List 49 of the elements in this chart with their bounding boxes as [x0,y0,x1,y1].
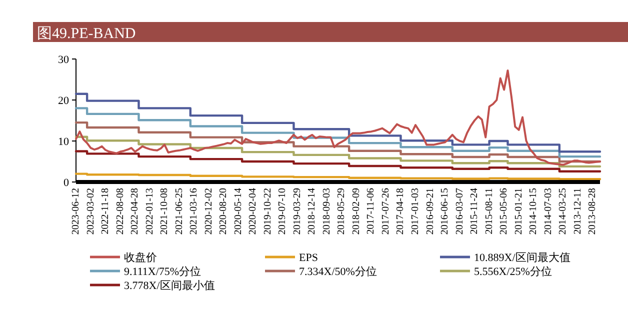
x-tick-label: 2016-06-15 [440,188,451,235]
x-tick-label: 2023-06-12 [70,188,82,235]
y-tick-label: 20 [58,95,70,107]
y-tick-label: 0 [64,177,70,189]
x-tick-label: 2021-03-16 [188,188,200,235]
x-tick-label: 2015-11-24 [469,188,480,234]
x-tick-label: 2017-04-18 [395,188,406,235]
x-tick-label: 2018-12-14 [306,188,318,235]
legend-label: 3.778X/区间最小值 [124,279,215,292]
x-tick-label: 2022-04-28 [130,188,141,235]
x-tick-label: 2013-12-11 [572,188,584,234]
legend-label: 5.556X/25%分位 [474,266,552,278]
x-tick-label: 2014-03-25 [558,188,569,235]
legend-label: EPS [299,252,318,264]
legend-label: 9.111X/75%分位 [124,266,202,278]
legend-label: 7.334X/50%分位 [299,266,377,278]
x-tick-label: 2018-09-03 [321,188,332,235]
title: 图49.PE-BAND [33,22,628,42]
x-tick-label: 2020-08-20 [218,188,230,235]
x-tick-label: 2016-03-07 [454,188,466,235]
x-tick-label: 2021-10-08 [159,188,170,235]
x-tick-label: 2015-05-06 [498,188,510,235]
y-tick-label: 30 [58,54,70,66]
x-tick-label: 2017-01-03 [410,188,421,235]
x-tick-label: 2015-08-11 [484,188,495,234]
x-tick-label: 2019-07-10 [277,188,288,235]
x-tick-label: 2014-07-03 [542,188,554,235]
y-tick-label: 10 [58,136,70,148]
x-tick-label: 2015-01-21 [513,188,524,235]
x-tick-label: 2022-01-13 [144,188,156,235]
x-tick-label: 2020-02-04 [248,188,259,235]
x-tick-label: 2014-10-15 [528,188,540,235]
x-tick-label: 2022-11-18 [100,188,112,234]
x-tick-label: 2018-02-09 [350,188,362,235]
x-tick-label: 2023-03-02 [85,188,96,235]
chart-title: 图49.PE-BAND [37,26,136,42]
x-tick-label: 2016-09-21 [424,188,436,235]
x-tick-label: 2018-05-29 [336,188,348,235]
x-tick-label: 2019-03-29 [292,188,303,235]
x-tick-label: 2020-12-02 [203,188,214,235]
legend-label: 收盘价 [124,252,157,264]
x-tick-label: 2020-05-14 [232,188,244,235]
x-tick-label: 2019-10-22 [262,188,274,235]
legend-label: 10.889X/区间最大值 [474,251,570,264]
x-tick-label: 2022-08-08 [114,188,126,235]
x-tick-label: 2017-11-06 [366,188,377,234]
x-tick-label: 2021-06-25 [174,188,185,235]
x-tick-label: 2013-08-28 [587,188,598,235]
x-tick-label: 2017-07-26 [380,188,392,235]
